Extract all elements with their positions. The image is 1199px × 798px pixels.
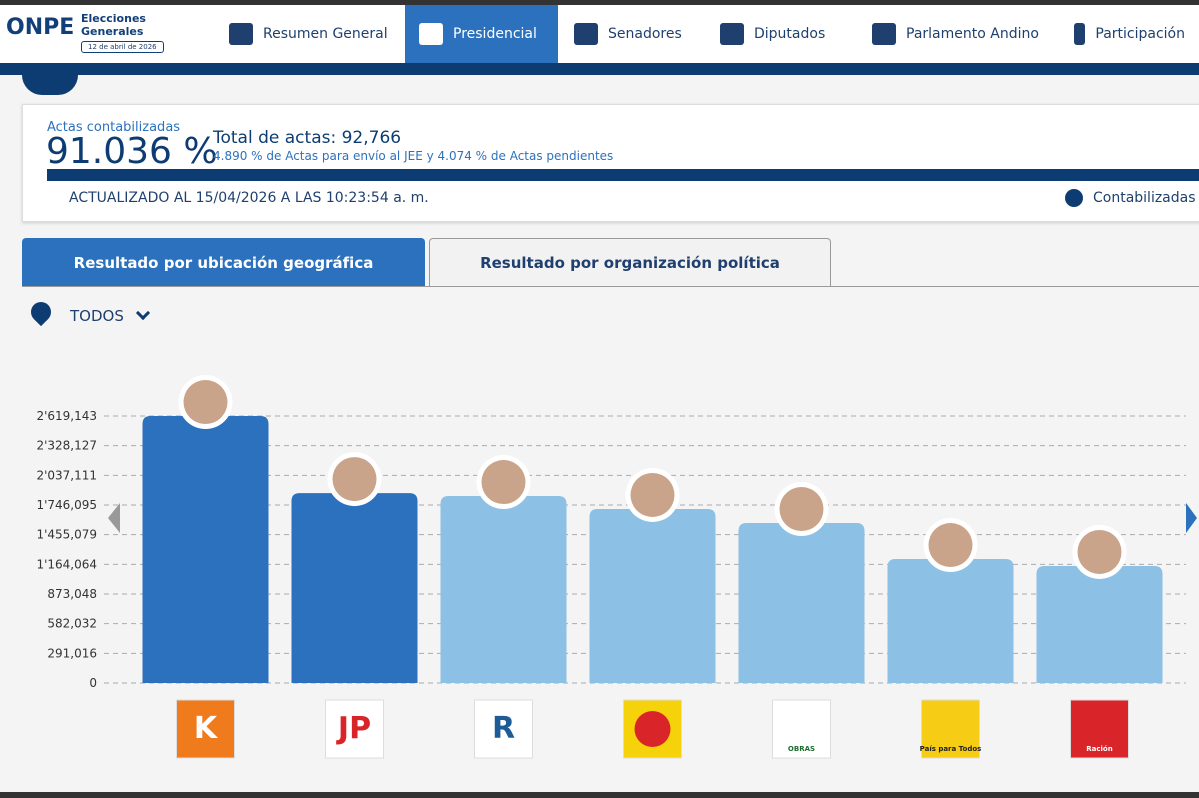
summary-note: 4.890 % de Actas para envío al JEE y 4.0… xyxy=(213,149,614,163)
party-logo-text: País para Todos xyxy=(920,745,982,753)
y-tick-label: 2'619,143 xyxy=(36,409,97,423)
bar xyxy=(887,559,1014,683)
party-logo xyxy=(325,699,384,759)
nav-item[interactable]: Parlamento Andino xyxy=(858,5,1053,63)
nav-band xyxy=(0,63,1199,75)
party-logo xyxy=(176,699,235,759)
nav-icon xyxy=(720,23,744,45)
candidate-face xyxy=(1077,529,1122,574)
filter-caret xyxy=(135,305,151,321)
y-tick-label: 2'328,127 xyxy=(36,439,97,453)
bar xyxy=(440,496,567,683)
nav-icon xyxy=(419,23,443,45)
emblem xyxy=(22,75,78,95)
nav-item[interactable]: Participación xyxy=(1060,5,1199,63)
y-tick-label: 0 xyxy=(89,676,97,690)
bar xyxy=(291,493,418,683)
summary-card: Actas contabilizadas 91.036 % Total de a… xyxy=(22,104,1199,222)
nav-item[interactable]: Diputados xyxy=(706,5,839,63)
y-tick-label: 2'037,111 xyxy=(36,468,97,482)
nav-item[interactable]: Presidencial xyxy=(405,5,558,63)
nav-label: Senadores xyxy=(608,26,682,42)
top-strip xyxy=(0,0,1199,5)
nav-label: Parlamento Andino xyxy=(906,26,1039,42)
election-date: 12 de abril de 2026 xyxy=(81,41,164,53)
next-arrow[interactable] xyxy=(1186,503,1197,533)
candidate-face xyxy=(481,460,526,505)
progress-bar xyxy=(47,169,1199,181)
tab[interactable]: Resultado por organización política xyxy=(429,238,831,287)
y-tick-label: 1'164,064 xyxy=(36,557,97,571)
party-logo xyxy=(474,699,533,759)
legend-label: Contabilizadas xyxy=(1093,190,1196,206)
updated: ACTUALIZADO AL 15/04/2026 A LAS 10:23:54… xyxy=(69,190,429,206)
legend-dot xyxy=(1065,189,1083,207)
election-title: Elecciones Generales xyxy=(81,12,146,38)
y-tick-label: 291,016 xyxy=(47,646,97,660)
y-tick-label: 873,048 xyxy=(47,587,97,601)
party-logo xyxy=(921,699,980,759)
header: ONPE Elecciones Generales 12 de abril de… xyxy=(0,5,1199,63)
bar xyxy=(738,523,865,683)
nav-label: Diputados xyxy=(754,26,826,42)
nav-item[interactable]: Senadores xyxy=(560,5,696,63)
y-tick-label: 1'746,095 xyxy=(36,498,97,512)
chart: 0 291,016 582,032 873,048 1'164,064 1'455,079… xyxy=(36,375,1197,759)
nav-item[interactable]: Resumen General xyxy=(215,5,402,63)
candidate-face xyxy=(332,457,377,502)
nav-label: Participación xyxy=(1095,26,1185,42)
y-tick-label: 1'455,079 xyxy=(36,528,97,542)
logo[interactable]: ONPE xyxy=(6,15,75,40)
party-logo-text: JP xyxy=(336,711,371,746)
nav-icon xyxy=(574,23,598,45)
candidate-face xyxy=(183,380,228,425)
party-logo-text: R xyxy=(492,711,515,746)
summary-percent: 91.036 % xyxy=(46,131,218,172)
party-logo-text: K xyxy=(194,711,219,746)
prev-arrow[interactable] xyxy=(108,503,120,533)
party-logo xyxy=(772,699,831,759)
bar xyxy=(589,508,716,683)
bottom-strip xyxy=(0,792,1199,798)
summary-label: Actas contabilizadas xyxy=(47,120,181,135)
party-logo xyxy=(1070,699,1129,759)
tab[interactable]: Resultado por ubicación geográfica xyxy=(22,238,425,287)
nav-icon xyxy=(1074,23,1086,45)
nav-icon xyxy=(229,23,253,45)
party-logo xyxy=(623,699,682,759)
bar xyxy=(142,416,269,683)
summary-total: Total de actas: 92,766 xyxy=(213,128,402,148)
nav-label: Resumen General xyxy=(263,26,388,42)
filter[interactable]: TODOS xyxy=(70,307,124,325)
candidate-face xyxy=(630,472,675,517)
candidate-face xyxy=(779,487,824,532)
y-tick-label: 582,032 xyxy=(47,617,97,631)
candidate-face xyxy=(928,523,973,568)
party-logo-text: OBRAS xyxy=(788,745,815,753)
nav-icon xyxy=(872,23,896,45)
party-logo-text: Ración xyxy=(1086,745,1112,753)
party-logo-sun xyxy=(634,711,671,747)
bar xyxy=(1036,565,1163,683)
nav-label: Presidencial xyxy=(453,26,537,42)
location-pin xyxy=(26,297,56,327)
tab-line xyxy=(22,286,1199,287)
